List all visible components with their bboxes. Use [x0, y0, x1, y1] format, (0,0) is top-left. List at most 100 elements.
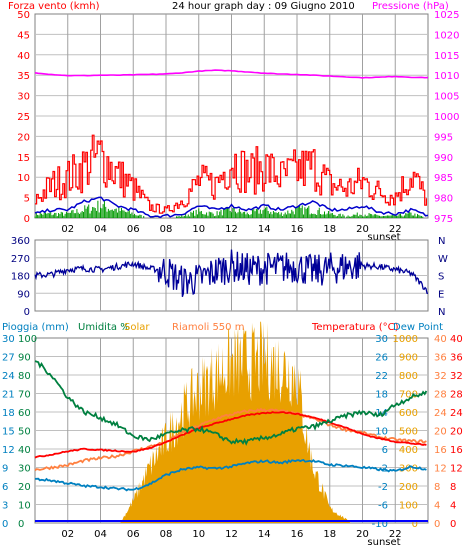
- temperature-tick-label: 12: [434, 464, 447, 475]
- wind-direction-series: [34, 249, 429, 297]
- wind-tick-label: 10: [17, 173, 30, 184]
- rain-tick-label: 6: [2, 482, 8, 493]
- hour-tick-label: 12: [225, 529, 238, 540]
- hour-tick-label: 08: [160, 224, 173, 235]
- temperature-right-tick-label: 32: [450, 371, 463, 382]
- temperature-right-tick-label: 24: [450, 408, 463, 419]
- temperature-tick-label: 4: [434, 501, 440, 512]
- hour-tick-label: 10: [192, 529, 205, 540]
- legend-temperatura: Temperatura (°C): [311, 322, 399, 333]
- direction-tick-label: 270: [11, 254, 30, 265]
- rain-tick-label: 12: [2, 445, 15, 456]
- rain-tick-label: 18: [2, 408, 15, 419]
- wind-tick-label: 20: [17, 132, 30, 143]
- pressure-tick-label: 975: [434, 214, 453, 225]
- dewpoint-tick-label: 22: [375, 371, 388, 382]
- dewpoint-tick-label: 6: [382, 445, 388, 456]
- wind-axis-title: Forza vento (kmh): [8, 1, 100, 12]
- hour-tick-label: 14: [258, 224, 271, 235]
- hour-tick-label: 16: [291, 529, 304, 540]
- temperature-right-tick-label: 8: [450, 482, 456, 493]
- hour-tick-label: 02: [61, 529, 74, 540]
- dewpoint-series: [34, 458, 427, 492]
- solar-area: [35, 321, 428, 523]
- legend-solar: Solar: [124, 322, 150, 333]
- direction-tick-label: 0: [24, 307, 30, 318]
- humidity-tick-label: 90: [18, 353, 31, 364]
- solar-tick-label: 700: [399, 390, 418, 401]
- pressure-tick-label: 1015: [434, 51, 459, 62]
- wind-gust-series: [35, 134, 427, 214]
- direction-tick-label: 180: [11, 272, 30, 283]
- chart-title: 24 hour graph day : 09 Giugno 2010: [172, 1, 355, 12]
- wind-tick-label: 15: [17, 153, 30, 164]
- temperature-right-tick-label: 0: [450, 519, 456, 530]
- wind-tick-label: 30: [17, 92, 30, 103]
- pressure-tick-label: 1010: [434, 71, 459, 82]
- rain-tick-label: 3: [2, 501, 8, 512]
- hour-tick-label: 10: [192, 224, 205, 235]
- humidity-tick-label: 70: [18, 390, 31, 401]
- compass-label: S: [438, 272, 444, 283]
- temperature-right-tick-label: 28: [450, 390, 463, 401]
- legend-umidita: Umidita %: [78, 322, 130, 333]
- temperature-right-tick-label: 40: [450, 334, 463, 345]
- dewpoint-tick-label: 26: [375, 353, 388, 364]
- rain-tick-label: 9: [2, 464, 8, 475]
- humidity-tick-label: 60: [18, 408, 31, 419]
- humidity-series: [34, 360, 428, 446]
- hour-tick-label: 22: [389, 224, 402, 235]
- direction-tick-label: 360: [11, 236, 30, 247]
- dewpoint-tick-label: 10: [375, 427, 388, 438]
- temperature-tick-label: 0: [434, 519, 440, 530]
- pressure-tick-label: 995: [434, 132, 453, 143]
- hour-tick-label: 18: [323, 224, 336, 235]
- hour-tick-label: 20: [356, 529, 369, 540]
- wind-tick-label: 40: [17, 51, 30, 62]
- hour-tick-label: 06: [127, 224, 140, 235]
- temperature-tick-label: 28: [434, 390, 447, 401]
- rain-tick-label: 21: [2, 390, 15, 401]
- solar-tick-label: 0: [412, 519, 418, 530]
- humidity-tick-label: 20: [18, 482, 31, 493]
- hour-tick-label: 12: [225, 224, 238, 235]
- direction-tick-label: 90: [17, 289, 30, 300]
- pressure-tick-label: 985: [434, 173, 453, 184]
- temperature-tick-label: 24: [434, 408, 447, 419]
- rain-tick-label: 24: [2, 371, 15, 382]
- pressure-tick-label: 1025: [434, 10, 459, 21]
- pressure-tick-label: 980: [434, 194, 453, 205]
- dewpoint-tick-label: -6: [378, 501, 388, 512]
- temperature-series: [34, 411, 427, 459]
- dewpoint-tick-label: 18: [375, 390, 388, 401]
- wind-tick-label: 45: [17, 30, 30, 41]
- hour-tick-label: 02: [61, 224, 74, 235]
- hour-tick-label: 08: [160, 529, 173, 540]
- temperature-right-tick-label: 20: [450, 427, 463, 438]
- wind-tick-label: 5: [24, 194, 30, 205]
- wind-tick-label: 0: [24, 214, 30, 225]
- rain-tick-label: 27: [2, 353, 15, 364]
- temperature-tick-label: 32: [434, 371, 447, 382]
- compass-label: E: [438, 289, 444, 300]
- solar-tick-label: 400: [399, 445, 418, 456]
- humidity-tick-label: 30: [18, 464, 31, 475]
- rain-tick-label: 30: [2, 334, 15, 345]
- temperature-tick-label: 16: [434, 445, 447, 456]
- humidity-temperature-plot: 0 0 -10 0 0 03 10 -6 100 4 46 20 -2 200 8 89 30 2 300 12 121…: [2, 321, 463, 548]
- solar-tick-label: 600: [399, 408, 418, 419]
- wind-tick-label: 50: [17, 10, 30, 21]
- solar-tick-label: 300: [399, 464, 418, 475]
- hour-tick-label: 16: [291, 224, 304, 235]
- pressure-series: [34, 69, 429, 79]
- temperature-tick-label: 8: [434, 482, 440, 493]
- humidity-tick-label: 50: [18, 427, 31, 438]
- humidity-tick-label: 10: [18, 501, 31, 512]
- wind-tick-label: 35: [17, 71, 30, 82]
- temperature-tick-label: 36: [434, 353, 447, 364]
- temperature-right-tick-label: 4: [450, 501, 456, 512]
- temperature-tick-label: 20: [434, 427, 447, 438]
- pressure-tick-label: 1005: [434, 92, 459, 103]
